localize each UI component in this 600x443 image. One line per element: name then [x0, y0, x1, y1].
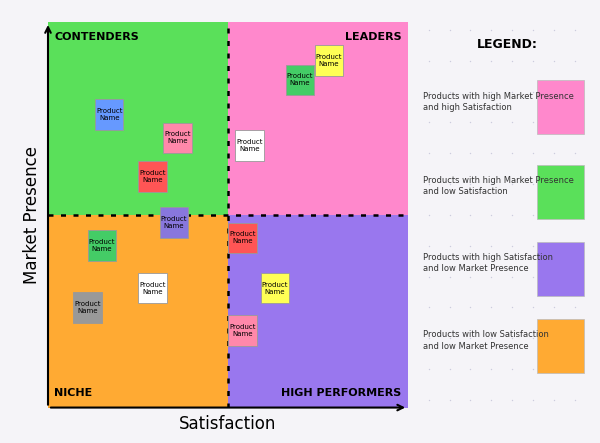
Text: Products with high Market Presence
and high Satisfaction: Products with high Market Presence and h…	[424, 92, 574, 112]
FancyBboxPatch shape	[536, 242, 584, 296]
Text: Products with high Market Presence
and low Satisfaction: Products with high Market Presence and l…	[424, 176, 574, 196]
FancyBboxPatch shape	[88, 230, 116, 261]
Text: Product
Name: Product Name	[229, 324, 256, 337]
Text: Product
Name: Product Name	[236, 139, 263, 152]
Text: CONTENDERS: CONTENDERS	[55, 32, 139, 42]
Bar	[228, 215, 408, 408]
Bar	[48, 22, 228, 215]
Bar	[48, 215, 228, 408]
Text: NICHE: NICHE	[55, 388, 93, 398]
Text: Product
Name: Product Name	[139, 170, 166, 183]
Text: LEADERS: LEADERS	[345, 32, 401, 42]
FancyBboxPatch shape	[235, 130, 264, 161]
Text: Product
Name: Product Name	[316, 54, 342, 67]
FancyBboxPatch shape	[228, 223, 257, 253]
FancyBboxPatch shape	[95, 99, 124, 130]
Text: Products with high Satisfaction
and low Market Presence: Products with high Satisfaction and low …	[424, 253, 553, 273]
FancyBboxPatch shape	[138, 273, 167, 303]
FancyBboxPatch shape	[260, 273, 289, 303]
FancyBboxPatch shape	[536, 165, 584, 219]
FancyBboxPatch shape	[228, 315, 257, 346]
Text: Product
Name: Product Name	[287, 74, 313, 86]
Y-axis label: Market Presence: Market Presence	[23, 146, 41, 284]
X-axis label: Satisfaction: Satisfaction	[179, 415, 277, 432]
FancyBboxPatch shape	[160, 207, 188, 238]
FancyBboxPatch shape	[536, 80, 584, 134]
FancyBboxPatch shape	[536, 319, 584, 373]
Text: Product
Name: Product Name	[161, 216, 187, 229]
Text: Product
Name: Product Name	[74, 301, 101, 314]
Text: Product
Name: Product Name	[164, 131, 191, 144]
FancyBboxPatch shape	[73, 292, 102, 323]
Text: Product
Name: Product Name	[96, 108, 122, 121]
FancyBboxPatch shape	[314, 46, 343, 76]
Bar	[228, 22, 408, 215]
FancyBboxPatch shape	[286, 65, 314, 95]
Text: Product
Name: Product Name	[89, 239, 115, 252]
Text: Product
Name: Product Name	[262, 282, 288, 295]
Text: Product
Name: Product Name	[229, 232, 256, 245]
Text: Products with low Satisfaction
and low Market Presence: Products with low Satisfaction and low M…	[424, 330, 550, 350]
FancyBboxPatch shape	[163, 123, 192, 153]
FancyBboxPatch shape	[138, 161, 167, 191]
Text: HIGH PERFORMERS: HIGH PERFORMERS	[281, 388, 401, 398]
Text: Product
Name: Product Name	[139, 282, 166, 295]
Text: LEGEND:: LEGEND:	[476, 38, 538, 51]
